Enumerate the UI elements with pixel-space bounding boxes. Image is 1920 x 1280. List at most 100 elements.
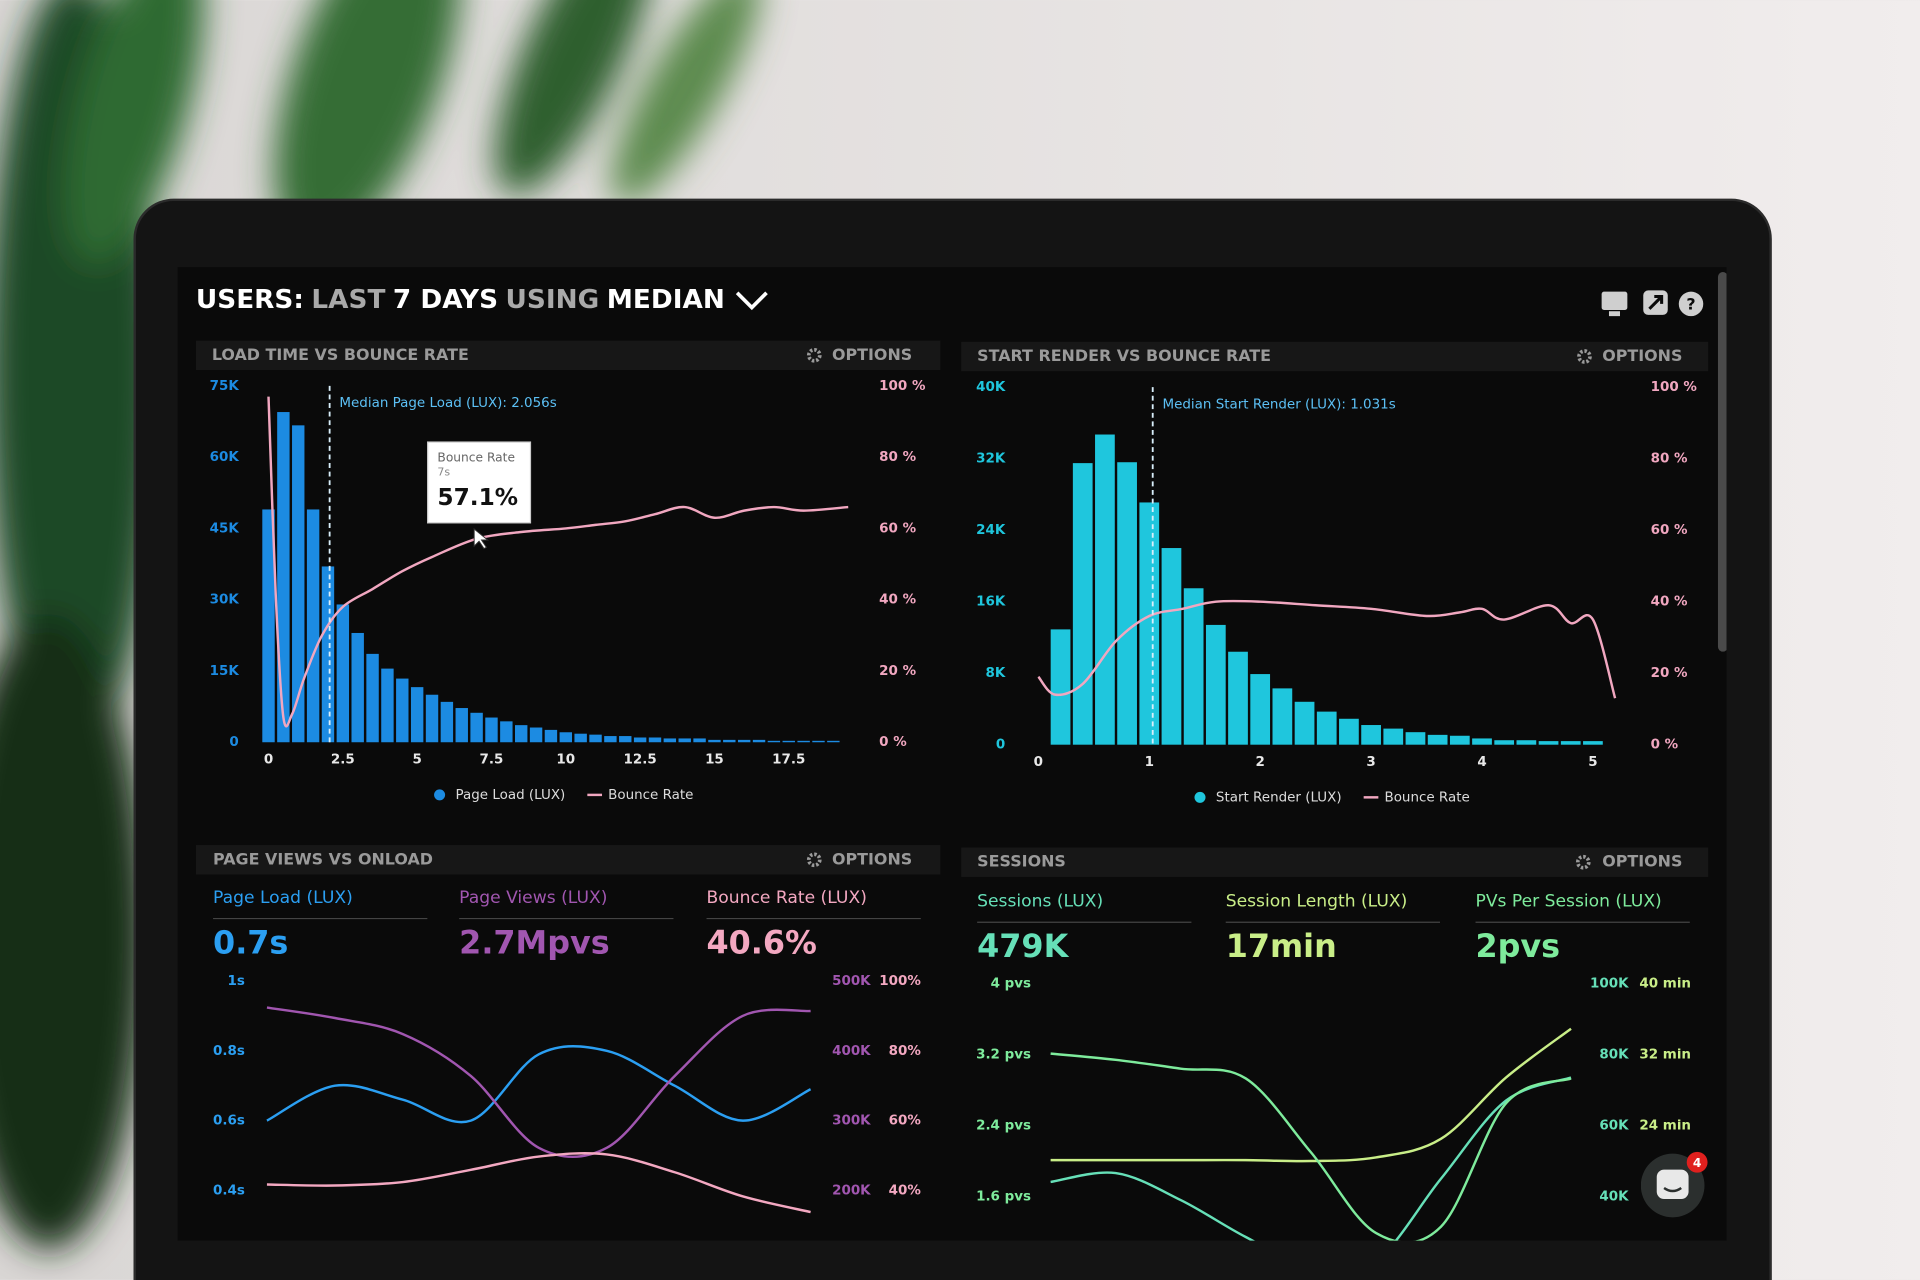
y-tick-label: 8K [986, 666, 1006, 681]
gear-icon[interactable] [1577, 349, 1592, 364]
kpi-value: 0.7s [213, 923, 288, 961]
dashboard: USERS: LAST 7 DAYS USING MEDIAN ? LOAD TIME … [195, 272, 1728, 1241]
bar [827, 740, 840, 743]
options-button[interactable]: OPTIONS [1602, 346, 1682, 365]
scrollbar[interactable] [1717, 272, 1728, 652]
bar [678, 738, 691, 743]
y2-tick-label: 40K [1599, 1190, 1629, 1205]
legend-marker [434, 789, 446, 801]
y-tick-label: 24K [976, 523, 1006, 538]
kpi-label[interactable]: Bounce Rate (LUX) [707, 888, 867, 908]
bar [1294, 701, 1315, 745]
y2-tick-label: 20 % [1651, 666, 1688, 681]
y2-tick-label: 60 % [879, 521, 916, 536]
dropdown-chevron[interactable] [735, 291, 768, 311]
chat-badge: 4 [1693, 1156, 1702, 1170]
median-label: Median Start Render (LUX): 1.031s [1163, 397, 1396, 412]
y-tick-label: 75K [210, 379, 240, 394]
bar [485, 717, 498, 743]
bar [455, 708, 468, 743]
options-button[interactable]: OPTIONS [1602, 852, 1682, 871]
kpi-label[interactable]: Page Load (LUX) [213, 888, 353, 908]
bar [752, 739, 766, 743]
gear-icon[interactable] [806, 852, 822, 868]
legend-marker [1194, 791, 1206, 803]
y-tick-label: 1.6 pvs [976, 1190, 1031, 1205]
y3-tick-label: 24 min [1639, 1119, 1691, 1134]
kpi-value: 40.6% [707, 923, 817, 961]
x-tick-label: 5 [412, 752, 421, 767]
help-icon[interactable]: ? [1678, 291, 1704, 317]
legend-label[interactable]: Page Load (LUX) [456, 788, 566, 803]
tooltip-title: Bounce Rate [437, 450, 515, 464]
y-tick-label: 0.8s [213, 1044, 245, 1059]
bar [559, 732, 573, 743]
kpi-label[interactable]: Sessions (LUX) [977, 891, 1103, 911]
bar [633, 737, 647, 743]
line [266, 1152, 811, 1214]
y3-tick-label: 80% [889, 1044, 922, 1059]
y2-tick-label: 100 % [879, 379, 926, 394]
panel-header [961, 341, 1709, 372]
options-button[interactable]: OPTIONS [832, 345, 912, 364]
line [266, 1045, 812, 1124]
bar [262, 509, 275, 743]
y2-tick-label: 200K [832, 1183, 871, 1198]
kpi-label[interactable]: PVs Per Session (LUX) [1476, 891, 1662, 911]
y-tick-label: 0 [229, 735, 238, 750]
bar [1316, 711, 1337, 745]
chat-button[interactable]: 4 [1640, 1151, 1708, 1218]
line [1050, 1076, 1572, 1241]
options-button[interactable]: OPTIONS [832, 849, 912, 868]
x-tick-label: 17.5 [772, 752, 805, 767]
line [1050, 1052, 1572, 1241]
share-icon[interactable] [1643, 290, 1668, 315]
bar [797, 740, 810, 743]
bar [1494, 740, 1515, 745]
legend-label[interactable]: Bounce Rate [1384, 790, 1469, 805]
kpi-value: 17min [1226, 927, 1337, 965]
y3-tick-label: 40% [889, 1183, 922, 1198]
y-tick-label: 0.4s [213, 1183, 245, 1198]
title-part: USING [506, 285, 600, 315]
bar [529, 727, 543, 743]
y-tick-label: 30K [210, 593, 240, 608]
bar [708, 739, 721, 743]
bar [1538, 741, 1559, 745]
bar [767, 740, 781, 743]
y2-tick-label: 20 % [879, 664, 916, 679]
bar [410, 687, 424, 743]
x-tick-label: 12.5 [624, 752, 657, 767]
kpi-value: 2.7Mpvs [459, 923, 610, 961]
gear [806, 347, 822, 363]
title-part: MEDIAN [607, 285, 725, 315]
title-part: 7 DAYS [393, 285, 498, 315]
gear [1577, 349, 1592, 364]
bar [782, 740, 795, 743]
dashboard-title[interactable]: USERS: LAST 7 DAYS USING MEDIAN [196, 285, 725, 315]
panel-header [195, 340, 941, 370]
x-tick-label: 15 [705, 752, 724, 767]
tooltip: Bounce Rate 7s 57.1% [427, 441, 532, 550]
y2-tick-label: 80K [1599, 1047, 1629, 1062]
screen [177, 267, 1727, 1241]
x-tick-label: 4 [1477, 755, 1486, 770]
bar [277, 412, 290, 743]
monitor-icon[interactable] [1601, 291, 1628, 317]
line [1050, 1027, 1572, 1163]
legend-label[interactable]: Bounce Rate [608, 788, 693, 803]
kpi-label[interactable]: Page Views (LUX) [459, 888, 607, 908]
y3-tick-label: 100% [879, 974, 921, 989]
kpi-label[interactable]: Session Length (LUX) [1226, 891, 1408, 911]
bar [1339, 718, 1359, 745]
gear-icon[interactable] [806, 347, 822, 363]
panel: PAGE VIEWS VS ONLOAD OPTIONS 0.4s 0.6s 0.8s 1… [195, 845, 941, 1214]
y2-tick-label: 300K [832, 1114, 871, 1129]
legend-label[interactable]: Start Render (LUX) [1216, 790, 1342, 805]
x-tick-label: 10 [556, 752, 575, 767]
bar [1183, 588, 1204, 745]
gear-icon[interactable] [1575, 854, 1591, 870]
x-tick-label: 3 [1366, 755, 1375, 770]
median-label: Median Page Load (LUX): 2.056s [339, 396, 556, 411]
